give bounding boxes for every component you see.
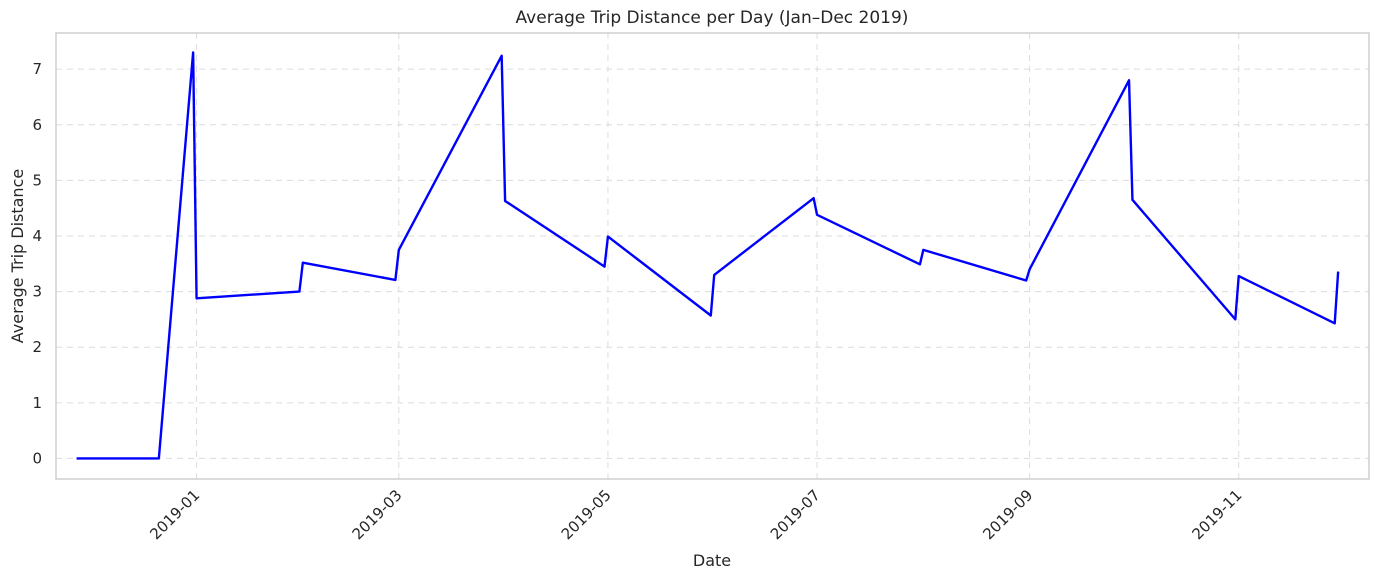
y-tick-label: 2 [32, 338, 42, 356]
y-tick-label: 6 [32, 116, 42, 134]
y-tick-label: 1 [32, 394, 42, 412]
y-axis-label: Average Trip Distance [8, 169, 27, 343]
x-tick-label: 2019-01 [146, 486, 203, 543]
plot-frame [55, 32, 1370, 480]
x-tick-label: 2019-07 [767, 486, 824, 543]
x-tick-label: 2019-11 [1189, 486, 1246, 543]
series-line-0 [76, 51, 1340, 460]
chart-title: Average Trip Distance per Day (Jan–Dec 2… [516, 8, 909, 28]
axis-ticks: 0 1 2 3 4 5 6 7 2019-01 2019-03 2019-05 2019-07 2019… [32, 60, 1245, 543]
x-tick-label: 2019-03 [349, 486, 406, 543]
y-tick-label: 4 [32, 227, 42, 245]
series-layer [76, 51, 1340, 460]
x-tick-label: 2019-05 [558, 486, 615, 543]
y-tick-label: 5 [32, 171, 42, 189]
gridlines [56, 33, 1369, 479]
y-tick-label: 7 [32, 60, 42, 78]
x-axis-label: Date [693, 551, 731, 570]
y-tick-label: 0 [32, 449, 42, 467]
x-tick-label: 2019-09 [979, 486, 1036, 543]
y-tick-label: 3 [32, 283, 42, 301]
